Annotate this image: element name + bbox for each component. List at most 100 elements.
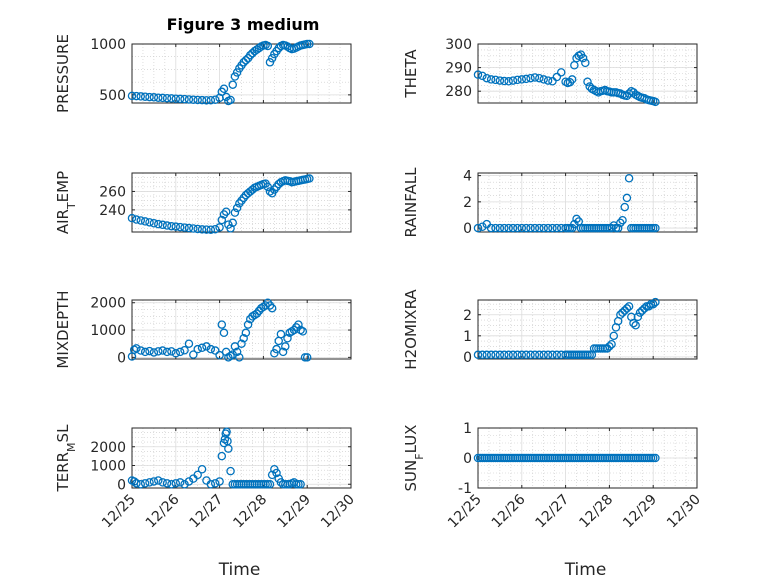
data-point bbox=[500, 76, 509, 86]
data-point bbox=[167, 221, 176, 231]
data-point bbox=[651, 297, 660, 307]
data-point bbox=[648, 299, 658, 309]
data-point bbox=[184, 95, 194, 104]
y-tick-label: 1000 bbox=[90, 323, 126, 339]
x-tick-label: 12/25 bbox=[445, 492, 485, 532]
data-point bbox=[189, 224, 198, 233]
data-point bbox=[217, 451, 227, 461]
data-point bbox=[217, 320, 227, 329]
data-point bbox=[167, 347, 176, 356]
y-axis-label: AIRTEMP bbox=[54, 171, 78, 234]
data-point bbox=[171, 349, 181, 358]
y-tick-label: 0 bbox=[117, 477, 126, 493]
data-point bbox=[175, 94, 185, 104]
data-point bbox=[243, 320, 253, 329]
y-tick-label: 0 bbox=[463, 350, 472, 366]
data-point bbox=[265, 58, 275, 67]
data-point bbox=[158, 220, 167, 230]
data-point bbox=[145, 346, 154, 356]
data-point bbox=[570, 219, 579, 229]
data-point bbox=[226, 224, 235, 233]
data-point bbox=[127, 91, 137, 101]
series-markers bbox=[127, 427, 305, 489]
data-point bbox=[521, 74, 531, 84]
data-point bbox=[180, 94, 189, 104]
y-tick-label: 1000 bbox=[90, 459, 126, 475]
data-point bbox=[215, 477, 224, 486]
data-point bbox=[132, 91, 141, 101]
data-point bbox=[526, 350, 535, 360]
data-point bbox=[521, 223, 531, 233]
data-point bbox=[578, 53, 588, 63]
subplot-7: 0 1000 2000 12/25 12/26 12/27 12/28 12/29 12/30 T… bbox=[54, 424, 358, 580]
data-point bbox=[504, 223, 513, 233]
data-point bbox=[193, 470, 202, 480]
x-tick-label: 12/26 bbox=[143, 491, 183, 531]
data-point bbox=[622, 304, 632, 313]
data-point bbox=[193, 224, 202, 234]
axes-frame bbox=[477, 43, 698, 104]
data-point bbox=[206, 225, 216, 234]
data-point bbox=[635, 308, 645, 317]
data-point bbox=[140, 347, 150, 357]
data-point bbox=[276, 329, 286, 339]
data-point bbox=[224, 444, 233, 453]
data-point bbox=[508, 350, 518, 360]
data-point bbox=[567, 75, 577, 84]
data-point bbox=[154, 93, 163, 102]
data-point bbox=[267, 303, 277, 313]
data-point bbox=[508, 223, 518, 233]
data-point bbox=[202, 225, 211, 234]
data-point bbox=[622, 193, 632, 203]
data-point bbox=[478, 350, 487, 360]
y-axis-label: RAINFALL bbox=[402, 167, 420, 238]
x-axis-label: Time bbox=[218, 560, 261, 580]
data-point bbox=[473, 350, 483, 360]
plot-area bbox=[132, 300, 351, 359]
data-point bbox=[491, 223, 500, 233]
x-tick-label: 12/25 bbox=[99, 492, 139, 532]
data-point bbox=[278, 347, 288, 357]
data-point bbox=[171, 222, 181, 231]
data-point bbox=[222, 427, 231, 436]
data-point bbox=[167, 94, 176, 103]
plot-area bbox=[132, 44, 351, 103]
data-point bbox=[189, 95, 198, 104]
data-point bbox=[158, 478, 167, 487]
data-point bbox=[644, 302, 654, 311]
subplot-6: 0 1 2 H2OMIXRA bbox=[402, 289, 698, 370]
data-point bbox=[149, 93, 159, 102]
data-point bbox=[175, 222, 185, 232]
y-tick-label: 2 bbox=[463, 195, 472, 211]
data-point bbox=[473, 70, 483, 79]
y-axis-label: TERRMSL bbox=[54, 424, 78, 493]
data-point bbox=[530, 73, 540, 82]
y-tick-label: 240 bbox=[99, 203, 126, 219]
data-point bbox=[296, 479, 305, 489]
y-tick-label: -1 bbox=[458, 481, 472, 497]
data-point bbox=[171, 479, 181, 488]
data-point bbox=[624, 302, 634, 311]
data-point bbox=[581, 58, 590, 68]
data-point bbox=[215, 350, 224, 360]
data-point bbox=[504, 77, 513, 86]
series-markers bbox=[127, 39, 314, 106]
data-point bbox=[184, 477, 194, 486]
data-point bbox=[631, 321, 640, 330]
y-axis-label: H2OMIXRA bbox=[402, 289, 420, 370]
data-point bbox=[486, 350, 496, 360]
data-point bbox=[241, 328, 251, 338]
y-tick-label: 0 bbox=[117, 350, 126, 366]
series-markers bbox=[473, 453, 660, 463]
data-point bbox=[272, 468, 281, 478]
data-point bbox=[530, 223, 540, 233]
data-point bbox=[305, 174, 314, 183]
subplot-2: 280 290 300 THETA bbox=[402, 37, 698, 107]
data-point bbox=[228, 218, 237, 228]
data-point bbox=[572, 214, 581, 224]
data-point bbox=[263, 41, 273, 51]
data-point bbox=[552, 223, 562, 233]
data-point bbox=[651, 223, 660, 233]
y-tick-label: 0 bbox=[463, 451, 472, 467]
